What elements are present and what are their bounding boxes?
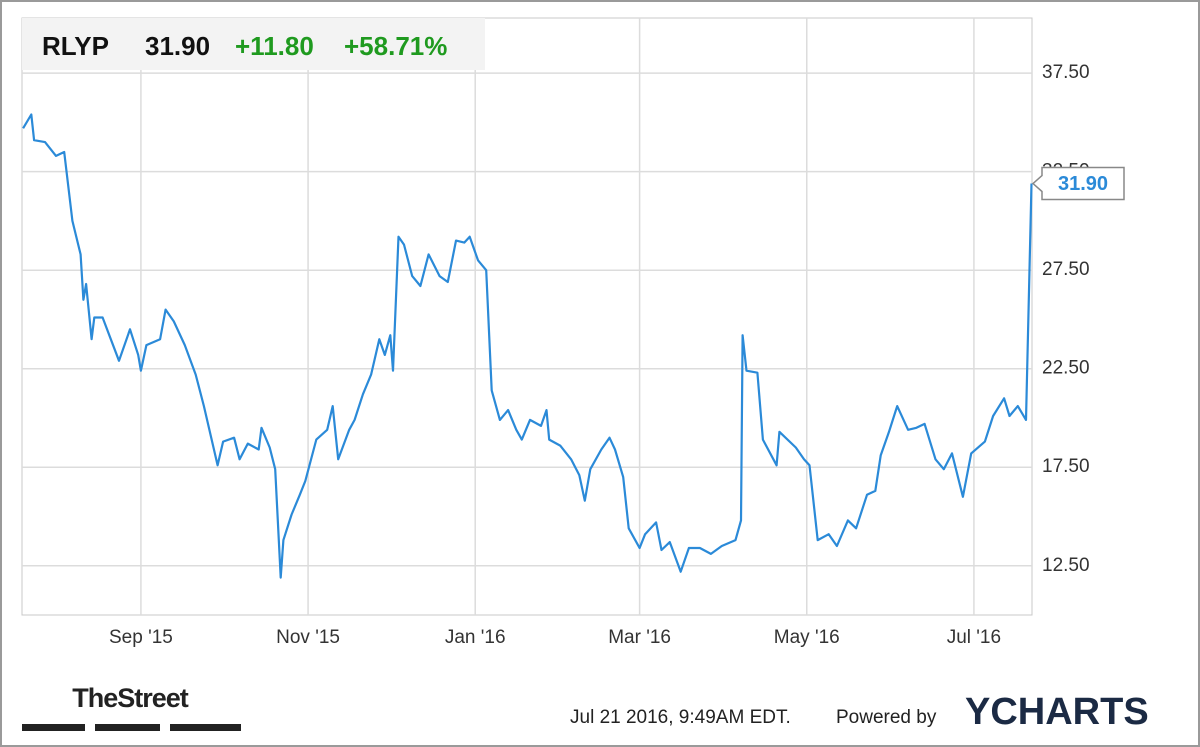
x-tick-label: Nov '15 [276, 627, 340, 648]
price: 31.90 [145, 31, 210, 61]
x-tick-label: Jul '16 [947, 627, 1001, 648]
change: +11.80 [235, 31, 314, 61]
y-tick-label: 37.50 [1042, 62, 1090, 83]
y-tick-label: 17.50 [1042, 456, 1090, 477]
plot-area [21, 17, 1033, 616]
x-tick-label: Mar '16 [608, 627, 671, 648]
symbol: RLYP [42, 31, 109, 61]
price-line [22, 113, 1033, 579]
header-box [22, 18, 485, 70]
marks [22, 113, 1033, 579]
x-tick-label: May '16 [774, 627, 840, 648]
y-tick-label: 12.50 [1042, 555, 1090, 576]
x-tick-label: Jan '16 [445, 627, 506, 648]
brand-right: YCHARTS [965, 691, 1149, 733]
y-tick-label: 27.50 [1042, 259, 1090, 280]
powered-by: Powered by [836, 707, 937, 728]
brand-bar [22, 724, 85, 731]
timestamp: Jul 21 2016, 9:49AM EDT. [570, 707, 791, 728]
brand-left: TheStreet [72, 683, 189, 713]
brand-bar [170, 724, 241, 731]
last-price-callout: 31.90 [1031, 166, 1125, 201]
change-percent: +58.71% [344, 31, 447, 61]
callout-label: 31.90 [1058, 173, 1108, 195]
y-tick-label: 22.50 [1042, 358, 1090, 379]
brand-bar [95, 724, 160, 731]
x-tick-label: Sep '15 [109, 627, 173, 648]
callout-box [1031, 166, 1125, 201]
